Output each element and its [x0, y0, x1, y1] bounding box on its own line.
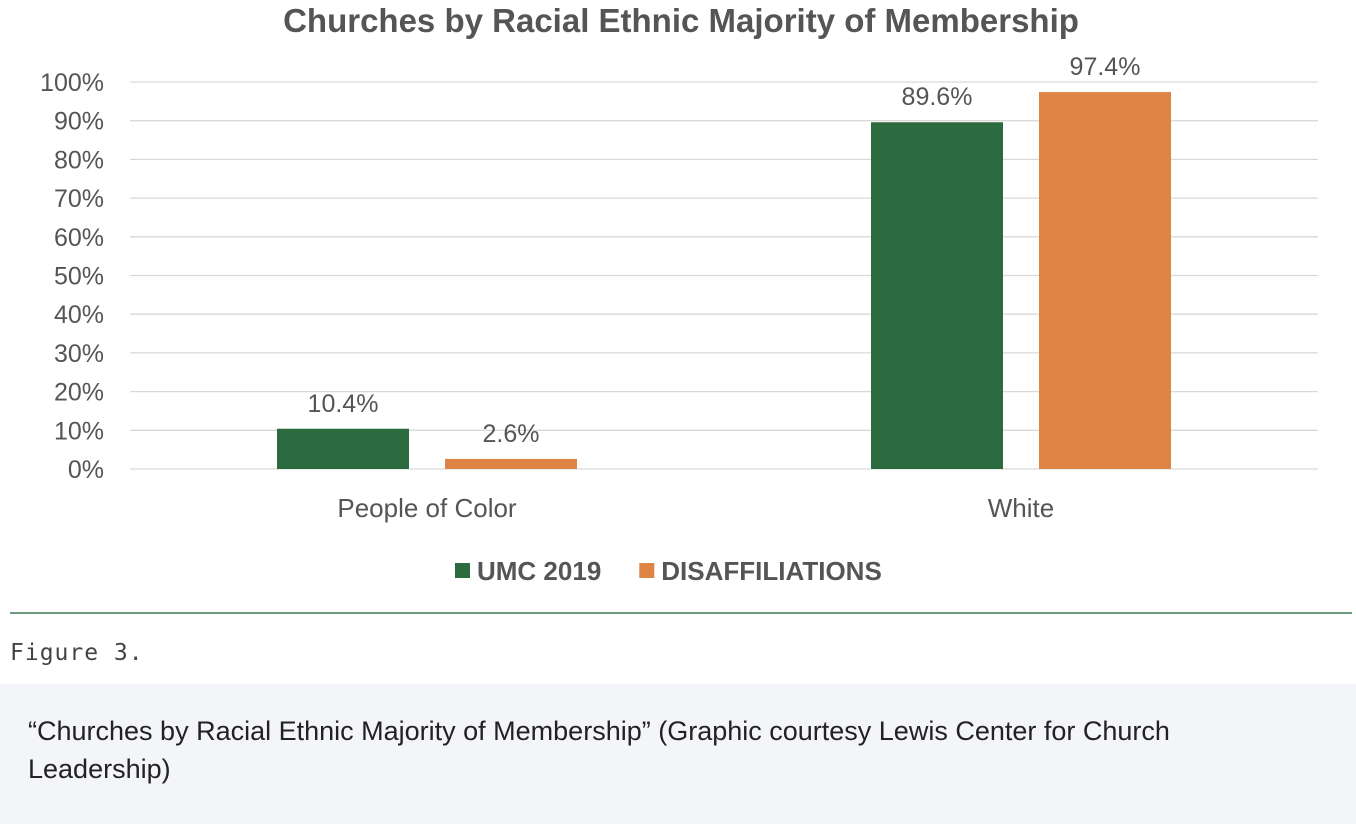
- y-tick-label: 100%: [40, 69, 104, 97]
- data-label: 89.6%: [902, 83, 973, 111]
- chart-title: Churches by Racial Ethnic Majority of Me…: [283, 2, 1079, 39]
- legend-swatch: [639, 563, 655, 578]
- x-category-label: People of Color: [337, 493, 517, 523]
- y-tick-label: 30%: [54, 340, 104, 368]
- data-label: 97.4%: [1070, 53, 1141, 81]
- y-tick-label: 40%: [54, 301, 104, 329]
- y-tick-label: 80%: [54, 146, 104, 174]
- legend-label: DISAFFILIATIONS: [661, 556, 882, 586]
- legend: UMC 2019 DISAFFILIATIONS: [455, 556, 882, 586]
- x-axis-category-labels: People of Color White: [337, 493, 1054, 523]
- bar-umc-2019: [871, 122, 1003, 470]
- x-category-label: White: [988, 493, 1054, 523]
- y-tick-label: 60%: [54, 224, 104, 252]
- data-label: 2.6%: [483, 420, 540, 448]
- data-labels: 10.4% 2.6% 89.6% 97.4%: [308, 53, 1141, 448]
- y-tick-label: 90%: [54, 108, 104, 136]
- image-caption: “Churches by Racial Ethnic Majority of M…: [28, 716, 1170, 784]
- data-label: 10.4%: [308, 390, 379, 418]
- bar-disaffiliations: [445, 458, 577, 469]
- y-tick-label: 10%: [54, 417, 104, 445]
- bar-chart: Churches by Racial Ethnic Majority of Me…: [10, 2, 1352, 614]
- y-axis-tick-labels: 0% 10% 20% 30% 40% 50% 60% 70% 80% 90% 100%: [40, 69, 104, 484]
- y-tick-label: 70%: [54, 185, 104, 213]
- y-tick-label: 0%: [68, 456, 104, 484]
- y-tick-label: 50%: [54, 263, 104, 291]
- bar-disaffiliations: [1039, 92, 1171, 469]
- bar-umc-2019: [277, 428, 409, 469]
- chart-figure: Churches by Racial Ethnic Majority of Me…: [0, 0, 1356, 684]
- bars: [277, 92, 1171, 470]
- y-tick-label: 20%: [54, 379, 104, 407]
- figure-label: Figure 3.: [10, 640, 144, 666]
- legend-label: UMC 2019: [477, 556, 601, 586]
- legend-swatch: [455, 563, 470, 578]
